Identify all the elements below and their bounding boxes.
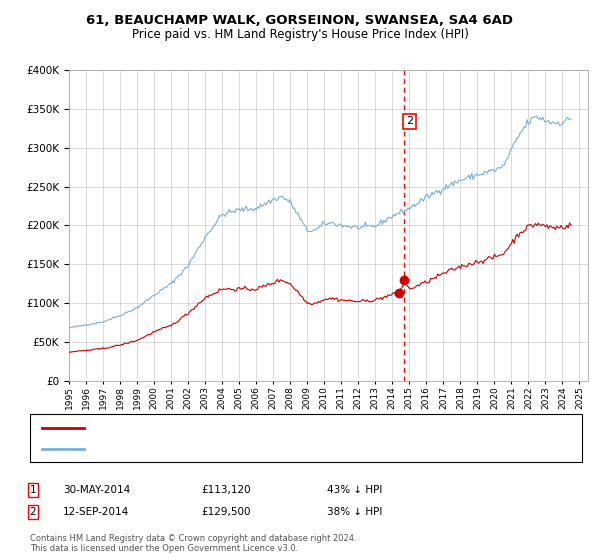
Text: Contains HM Land Registry data © Crown copyright and database right 2024.
This d: Contains HM Land Registry data © Crown c… [30, 534, 356, 553]
Text: HPI: Average price, detached house, Swansea: HPI: Average price, detached house, Swan… [93, 444, 322, 454]
Text: £113,120: £113,120 [201, 485, 251, 495]
Text: 30-MAY-2014: 30-MAY-2014 [63, 485, 130, 495]
Text: 61, BEAUCHAMP WALK, GORSEINON, SWANSEA, SA4 6AD (detached house): 61, BEAUCHAMP WALK, GORSEINON, SWANSEA, … [93, 423, 470, 433]
Text: 38% ↓ HPI: 38% ↓ HPI [327, 507, 382, 517]
Text: 43% ↓ HPI: 43% ↓ HPI [327, 485, 382, 495]
Text: £129,500: £129,500 [201, 507, 251, 517]
Text: 61, BEAUCHAMP WALK, GORSEINON, SWANSEA, SA4 6AD: 61, BEAUCHAMP WALK, GORSEINON, SWANSEA, … [86, 14, 514, 27]
Text: 2: 2 [406, 116, 413, 127]
Text: 2: 2 [29, 507, 37, 517]
Text: Price paid vs. HM Land Registry's House Price Index (HPI): Price paid vs. HM Land Registry's House … [131, 28, 469, 41]
Text: 12-SEP-2014: 12-SEP-2014 [63, 507, 129, 517]
Text: 1: 1 [29, 485, 37, 495]
